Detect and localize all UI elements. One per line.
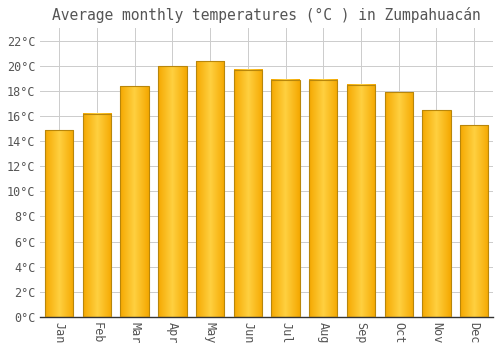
Bar [234, 70, 262, 317]
Bar [272, 80, 299, 317]
Bar [196, 61, 224, 317]
Bar [234, 70, 262, 317]
Bar [83, 114, 111, 317]
Bar [158, 66, 186, 317]
Bar [309, 80, 338, 317]
Bar [347, 85, 375, 317]
Bar [45, 130, 74, 317]
Bar [45, 130, 74, 317]
Bar [460, 125, 488, 317]
Title: Average monthly temperatures (°C ) in Zumpahuacán: Average monthly temperatures (°C ) in Zu… [52, 7, 481, 23]
Bar [272, 80, 299, 317]
Bar [422, 110, 450, 317]
Bar [384, 92, 413, 317]
Bar [196, 61, 224, 317]
Bar [347, 85, 375, 317]
Bar [384, 92, 413, 317]
Bar [83, 114, 111, 317]
Bar [422, 110, 450, 317]
Bar [120, 86, 149, 317]
Bar [120, 86, 149, 317]
Bar [309, 80, 338, 317]
Bar [460, 125, 488, 317]
Bar [158, 66, 186, 317]
